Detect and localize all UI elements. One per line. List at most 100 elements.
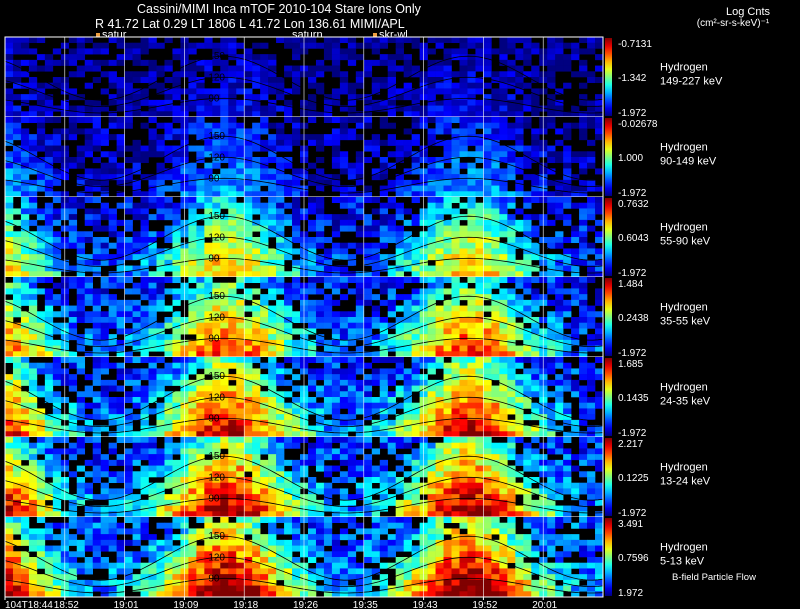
heatmap-cell: [571, 48, 580, 55]
heatmap-cell: [507, 214, 516, 221]
heatmap-cell: [363, 105, 373, 112]
heatmap-cell: [323, 42, 333, 49]
heatmap-cell: [12, 65, 22, 72]
heatmap-cell: [252, 488, 261, 495]
heatmap-cell: [276, 242, 285, 249]
heatmap-cell: [284, 305, 293, 312]
heatmap-cell: [307, 339, 317, 346]
heatmap-cell: [459, 494, 468, 501]
heatmap-cell: [244, 179, 253, 186]
heatmap-cell: [116, 248, 125, 255]
heatmap-cell: [20, 282, 30, 289]
heatmap-cell: [76, 305, 86, 312]
heatmap-cell: [12, 351, 22, 358]
heatmap-cell: [108, 37, 117, 44]
heatmap-cell: [355, 494, 365, 501]
heatmap-cell: [595, 231, 604, 238]
heatmap-cell: [459, 362, 468, 369]
heatmap-cell: [395, 37, 404, 44]
heatmap-cell: [172, 311, 181, 318]
heatmap-cell: [236, 202, 245, 209]
heatmap-cell: [108, 459, 117, 466]
heatmap-cell: [236, 351, 245, 358]
heatmap-cell: [140, 99, 149, 106]
heatmap-cell: [507, 397, 516, 404]
heatmap-cell: [116, 328, 125, 335]
heatmap-cell: [20, 477, 30, 484]
heatmap-cell: [132, 374, 141, 381]
heatmap-cell: [228, 397, 237, 404]
heatmap-cell: [523, 237, 532, 244]
heatmap-cell: [156, 471, 165, 478]
heatmap-cell: [579, 368, 588, 375]
heatmap-cell: [443, 362, 452, 369]
heatmap-cell: [547, 271, 556, 278]
heatmap-cell: [347, 459, 357, 466]
heatmap-cell: [547, 357, 556, 364]
heatmap-cell: [220, 237, 229, 244]
heatmap-cell: [140, 397, 149, 404]
heatmap-cell: [5, 151, 14, 158]
heatmap-cell: [523, 145, 532, 152]
heatmap-cell: [475, 311, 484, 318]
heatmap-cell: [531, 134, 540, 141]
heatmap-cell: [371, 208, 381, 215]
heatmap-cell: [164, 168, 173, 175]
heatmap-cell: [196, 282, 205, 289]
heatmap-cell: [292, 128, 301, 135]
heatmap-cell: [587, 202, 596, 209]
heatmap-cell: [52, 48, 62, 55]
heatmap-cell: [20, 168, 30, 175]
heatmap-cell: [339, 385, 349, 392]
heatmap-cell: [459, 391, 468, 398]
heatmap-cell: [188, 345, 197, 352]
heatmap-cell: [523, 122, 532, 129]
heatmap-cell: [276, 179, 285, 186]
heatmap-cell: [36, 425, 46, 432]
heatmap-cell: [435, 77, 444, 84]
heatmap-cell: [164, 317, 173, 324]
heatmap-cell: [507, 374, 516, 381]
heatmap-cell: [116, 362, 125, 369]
heatmap-cell: [140, 174, 149, 181]
heatmap-cell: [411, 317, 420, 324]
heatmap-cell: [371, 231, 381, 238]
heatmap-cell: [515, 122, 524, 129]
heatmap-cell: [547, 179, 556, 186]
heatmap-cell: [124, 202, 133, 209]
heatmap-cell: [531, 65, 540, 72]
heatmap-cell: [36, 179, 46, 186]
heatmap-cell: [483, 397, 492, 404]
heatmap-cell: [220, 488, 229, 495]
heatmap-cell: [587, 185, 596, 192]
heatmap-cell: [323, 482, 333, 489]
heatmap-cell: [403, 237, 412, 244]
heatmap-cell: [507, 174, 516, 181]
heatmap-cell: [220, 459, 229, 466]
heatmap-cell: [188, 65, 197, 72]
heatmap-cell: [284, 299, 293, 306]
heatmap-cell: [276, 277, 285, 284]
heatmap-cell: [459, 459, 468, 466]
heatmap-cell: [84, 385, 93, 392]
heatmap-cell: [212, 174, 221, 181]
heatmap-cell: [435, 197, 444, 204]
heatmap-cell: [44, 259, 54, 266]
heatmap-cell: [435, 42, 444, 49]
heatmap-cell: [5, 477, 14, 484]
heatmap-cell: [100, 71, 109, 78]
heatmap-cell: [563, 362, 572, 369]
heatmap-cell: [427, 311, 436, 318]
heatmap-cell: [563, 54, 572, 61]
heatmap-cell: [12, 219, 22, 226]
heatmap-cell: [331, 299, 341, 306]
heatmap-cell: [244, 328, 253, 335]
heatmap-cell: [100, 134, 109, 141]
heatmap-cell: [507, 328, 516, 335]
heatmap-cell: [148, 442, 157, 449]
heatmap-cell: [491, 454, 500, 461]
heatmap-cell: [499, 357, 508, 364]
heatmap-cell: [579, 448, 588, 455]
heatmap-cell: [20, 191, 30, 198]
